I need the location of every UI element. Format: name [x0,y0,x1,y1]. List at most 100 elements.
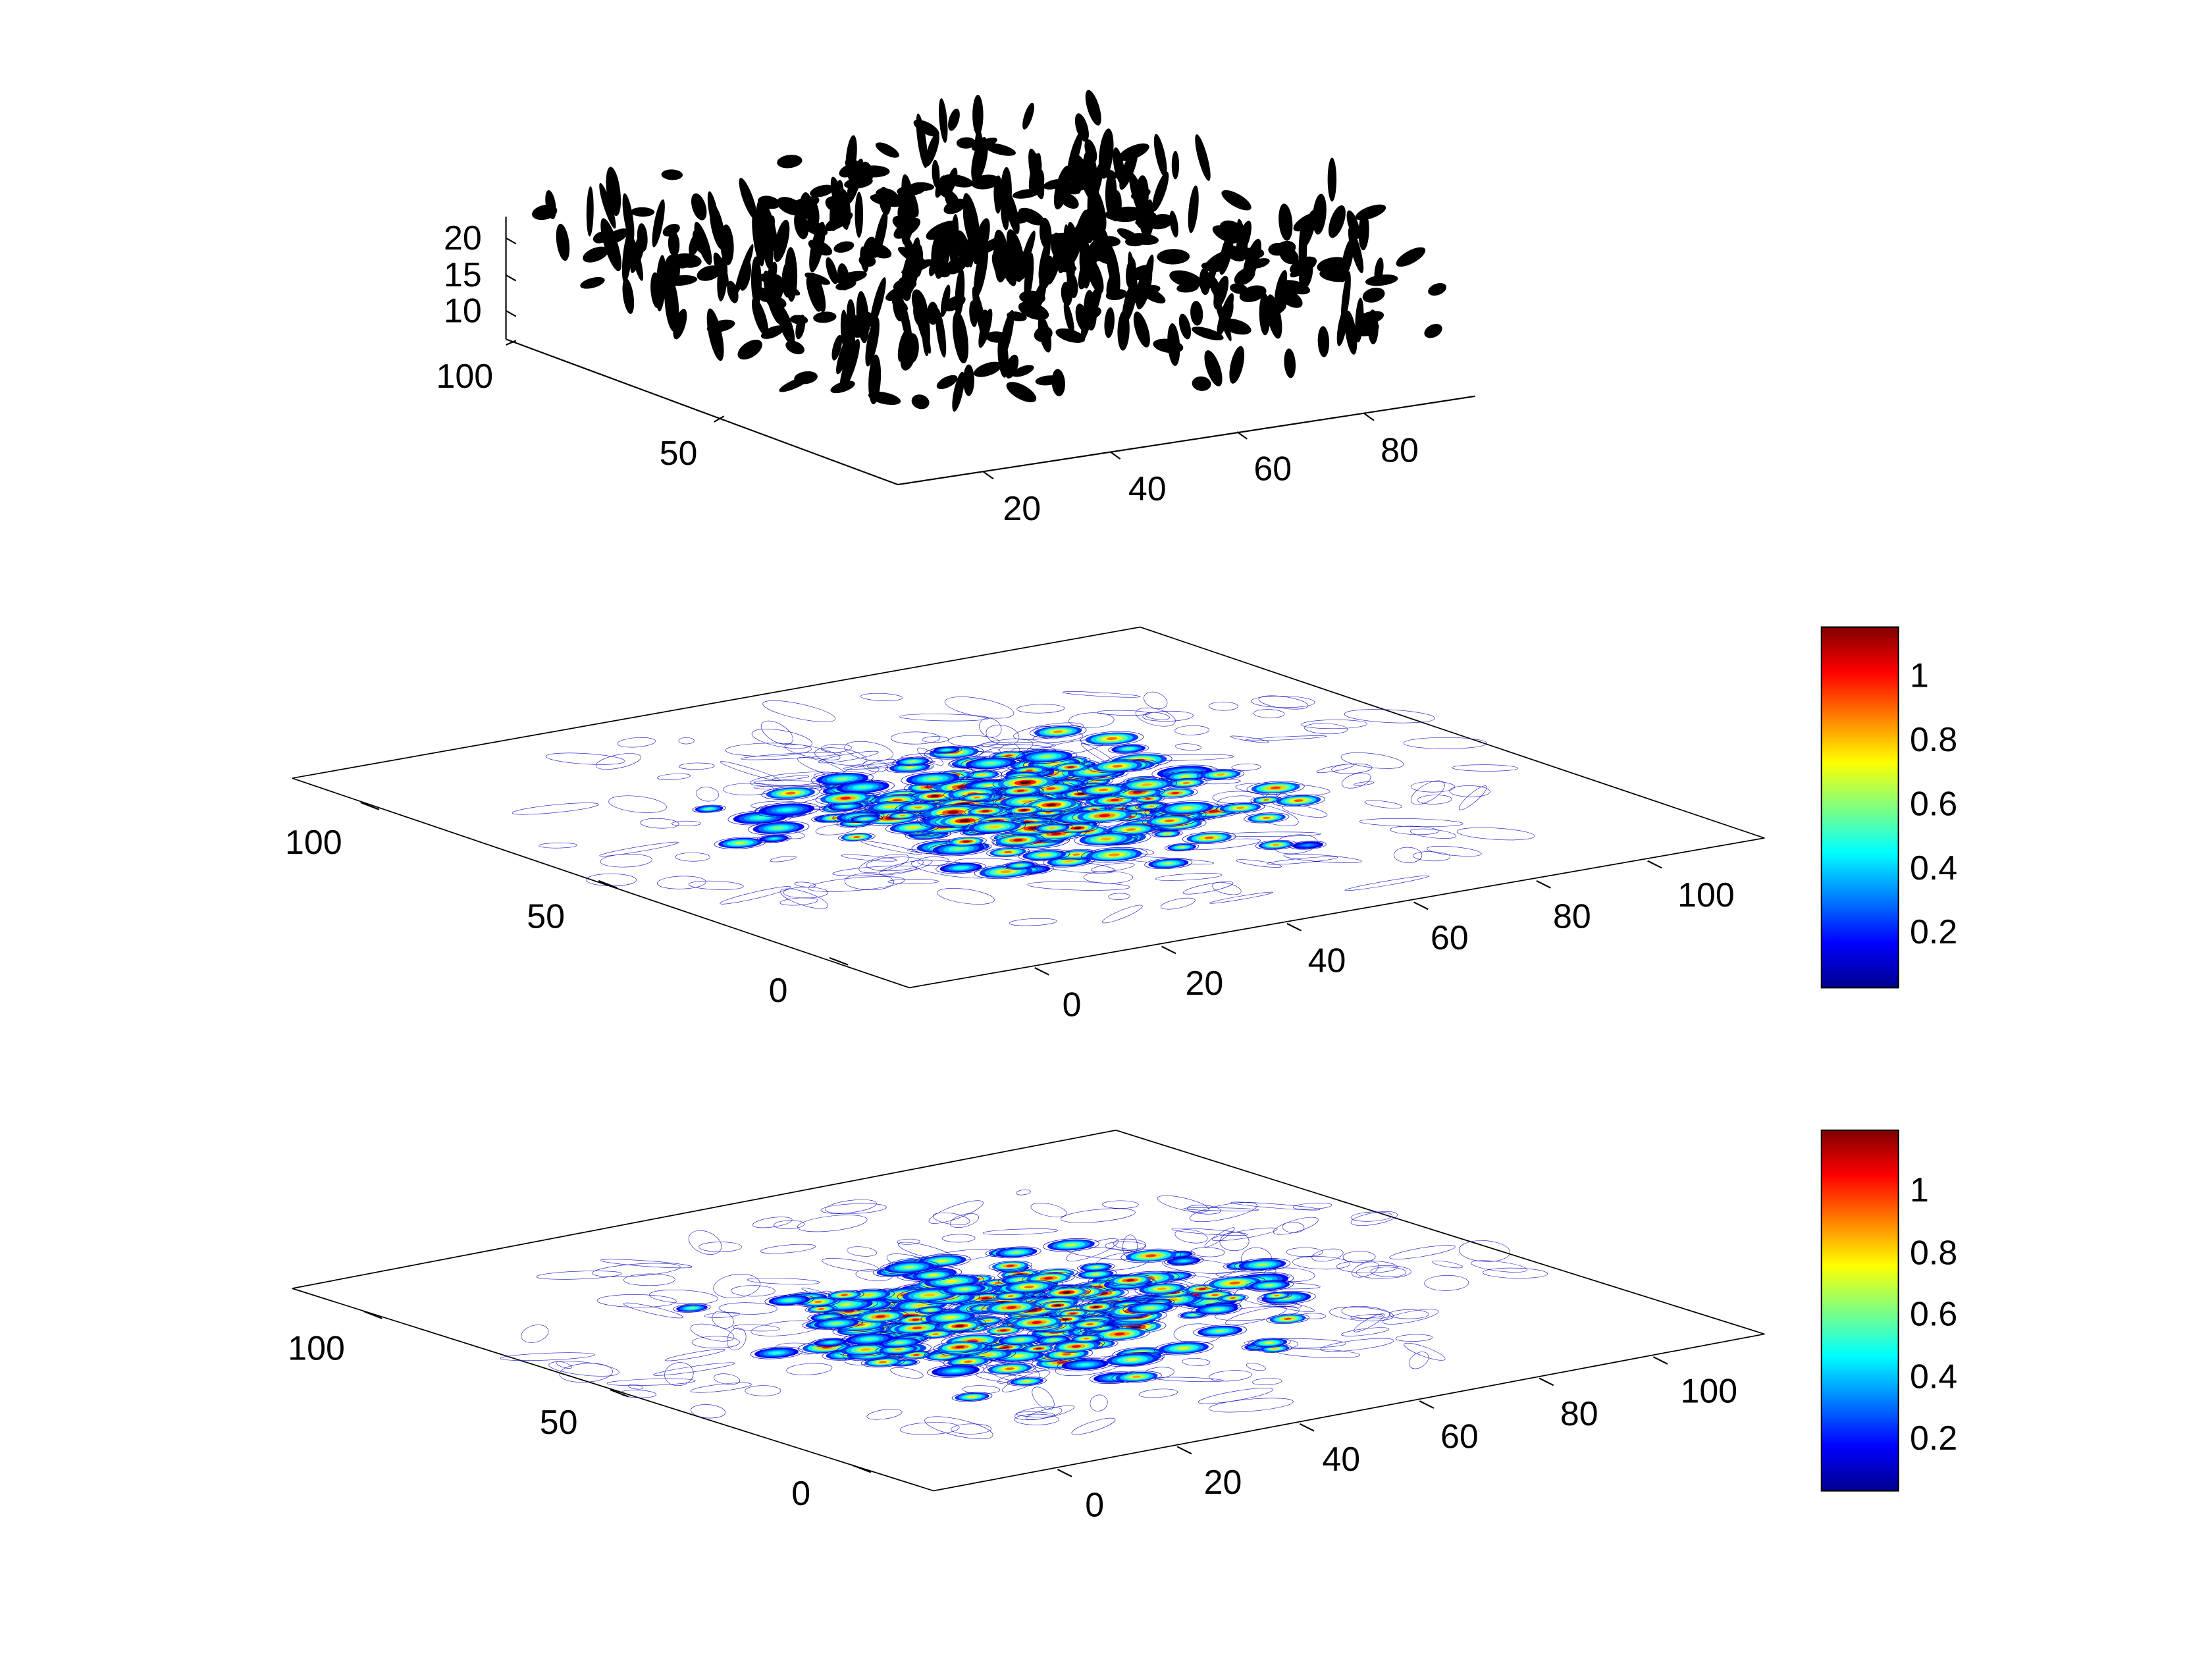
ellipsoid [893,217,921,239]
ellipsoid [830,176,849,230]
contour-peak [853,1355,913,1369]
x-tick-label: 60 [1253,450,1292,488]
ellipsoid [673,309,687,340]
x-tick-label: 20 [1204,1463,1242,1502]
x-tick-label: 80 [1381,431,1419,469]
contour-line [1207,882,1247,895]
contour-line [1406,850,1458,863]
contour-line [606,1378,697,1387]
contour-line [931,694,1028,721]
contour-peak [996,860,1043,871]
contour-line [816,1201,891,1215]
ellipsoid [1067,132,1083,176]
contour-line [1480,1267,1550,1280]
z-tick-label: 20 [444,219,482,257]
contour-line [1200,1368,1260,1383]
contour-line [945,1213,984,1228]
contour-line [1006,917,1061,927]
ellipsoid [1244,247,1265,259]
ellipsoid [697,265,722,281]
contour-line [538,843,578,849]
ellipsoid [556,223,570,261]
ellipsoid [1355,204,1386,221]
ellipsoid [870,194,904,207]
y-tick-label: 100 [285,824,342,862]
contour-line [750,698,848,724]
ellipsoid [1229,346,1245,384]
ellipsoid [868,354,882,405]
ellipsoid [739,178,757,220]
ellipsoid [1084,283,1103,334]
ellipsoid [1301,209,1317,248]
ellipsoid [706,319,735,333]
contour-line [679,737,695,744]
contour-line [1341,874,1433,892]
contour-line [1205,1226,1284,1243]
contour-line [595,1294,678,1307]
contour-peak [1034,1284,1099,1300]
contour-peak [1062,1318,1118,1331]
contour-peak [1255,1291,1298,1301]
contour-line [684,1230,726,1255]
ellipsoid [1051,369,1065,397]
contour-line [1359,799,1408,810]
contour-peak [991,784,1051,798]
contour-line [610,736,664,749]
contour-line [774,885,837,900]
colorbar-gradient [1820,1129,1899,1492]
ellipsoid [1018,207,1045,226]
contour-line [799,874,914,895]
ellipsoid [1236,221,1251,257]
contour-line [1404,827,1463,840]
ellipsoid [856,165,890,178]
contour-line [1101,1201,1139,1209]
contour-line [698,1242,743,1252]
y-tick-label: 50 [527,897,565,935]
ellipsoid [691,193,707,221]
contour-peak [1103,1369,1171,1384]
contour-line [723,742,814,757]
ellipsoid [1139,209,1152,238]
ellipsoid [1250,258,1270,269]
ellipsoid [1199,268,1211,296]
contour-line [1078,870,1138,885]
ellipsoid [1157,249,1190,265]
ellipsoid [1020,230,1036,269]
contour-line [739,727,824,751]
contour-line [554,1362,619,1383]
ellipsoid [1136,264,1153,309]
ellipsoid [925,132,939,167]
ellipsoid [839,339,860,392]
contour-line [1229,1201,1323,1211]
y-tick-label: 0 [791,1475,810,1513]
ellipsoid [1264,299,1286,315]
ellipsoid [1317,326,1330,357]
colorbar-tick-label: 0.8 [1910,1234,1957,1272]
ellipsoid [673,253,702,268]
ellipsoid [1130,188,1151,200]
contour-line [887,879,939,883]
contour-peak [1136,856,1201,871]
contour-peak [1159,842,1205,853]
contour-line [1404,737,1487,749]
contour-line [1216,1305,1297,1327]
ellipsoid [754,286,773,303]
subplot-3d-ellipsoids: 20 15 10 100 50 20 40 60 80 [436,90,1475,528]
ellipsoid [956,137,976,149]
contour-line [633,816,687,830]
contour-peak [1146,829,1188,839]
contour-line [1106,893,1132,900]
contour-line [835,740,902,762]
ellipsoid [1007,311,1027,322]
contour-line [745,1215,800,1230]
ellipsoid [952,311,969,363]
contour-peak [983,1244,1050,1260]
subplot-contour-2: 100 50 0 0 20 40 60 80 100 1 0.8 0.6 0.4… [288,1130,1957,1525]
contour-peak [1049,822,1105,835]
contour-line [912,1414,1007,1442]
contour-line [1392,1334,1435,1342]
ellipsoid [855,192,864,238]
contour-line [1296,722,1356,736]
contour-peak [925,745,967,755]
contour-line [1394,847,1423,863]
